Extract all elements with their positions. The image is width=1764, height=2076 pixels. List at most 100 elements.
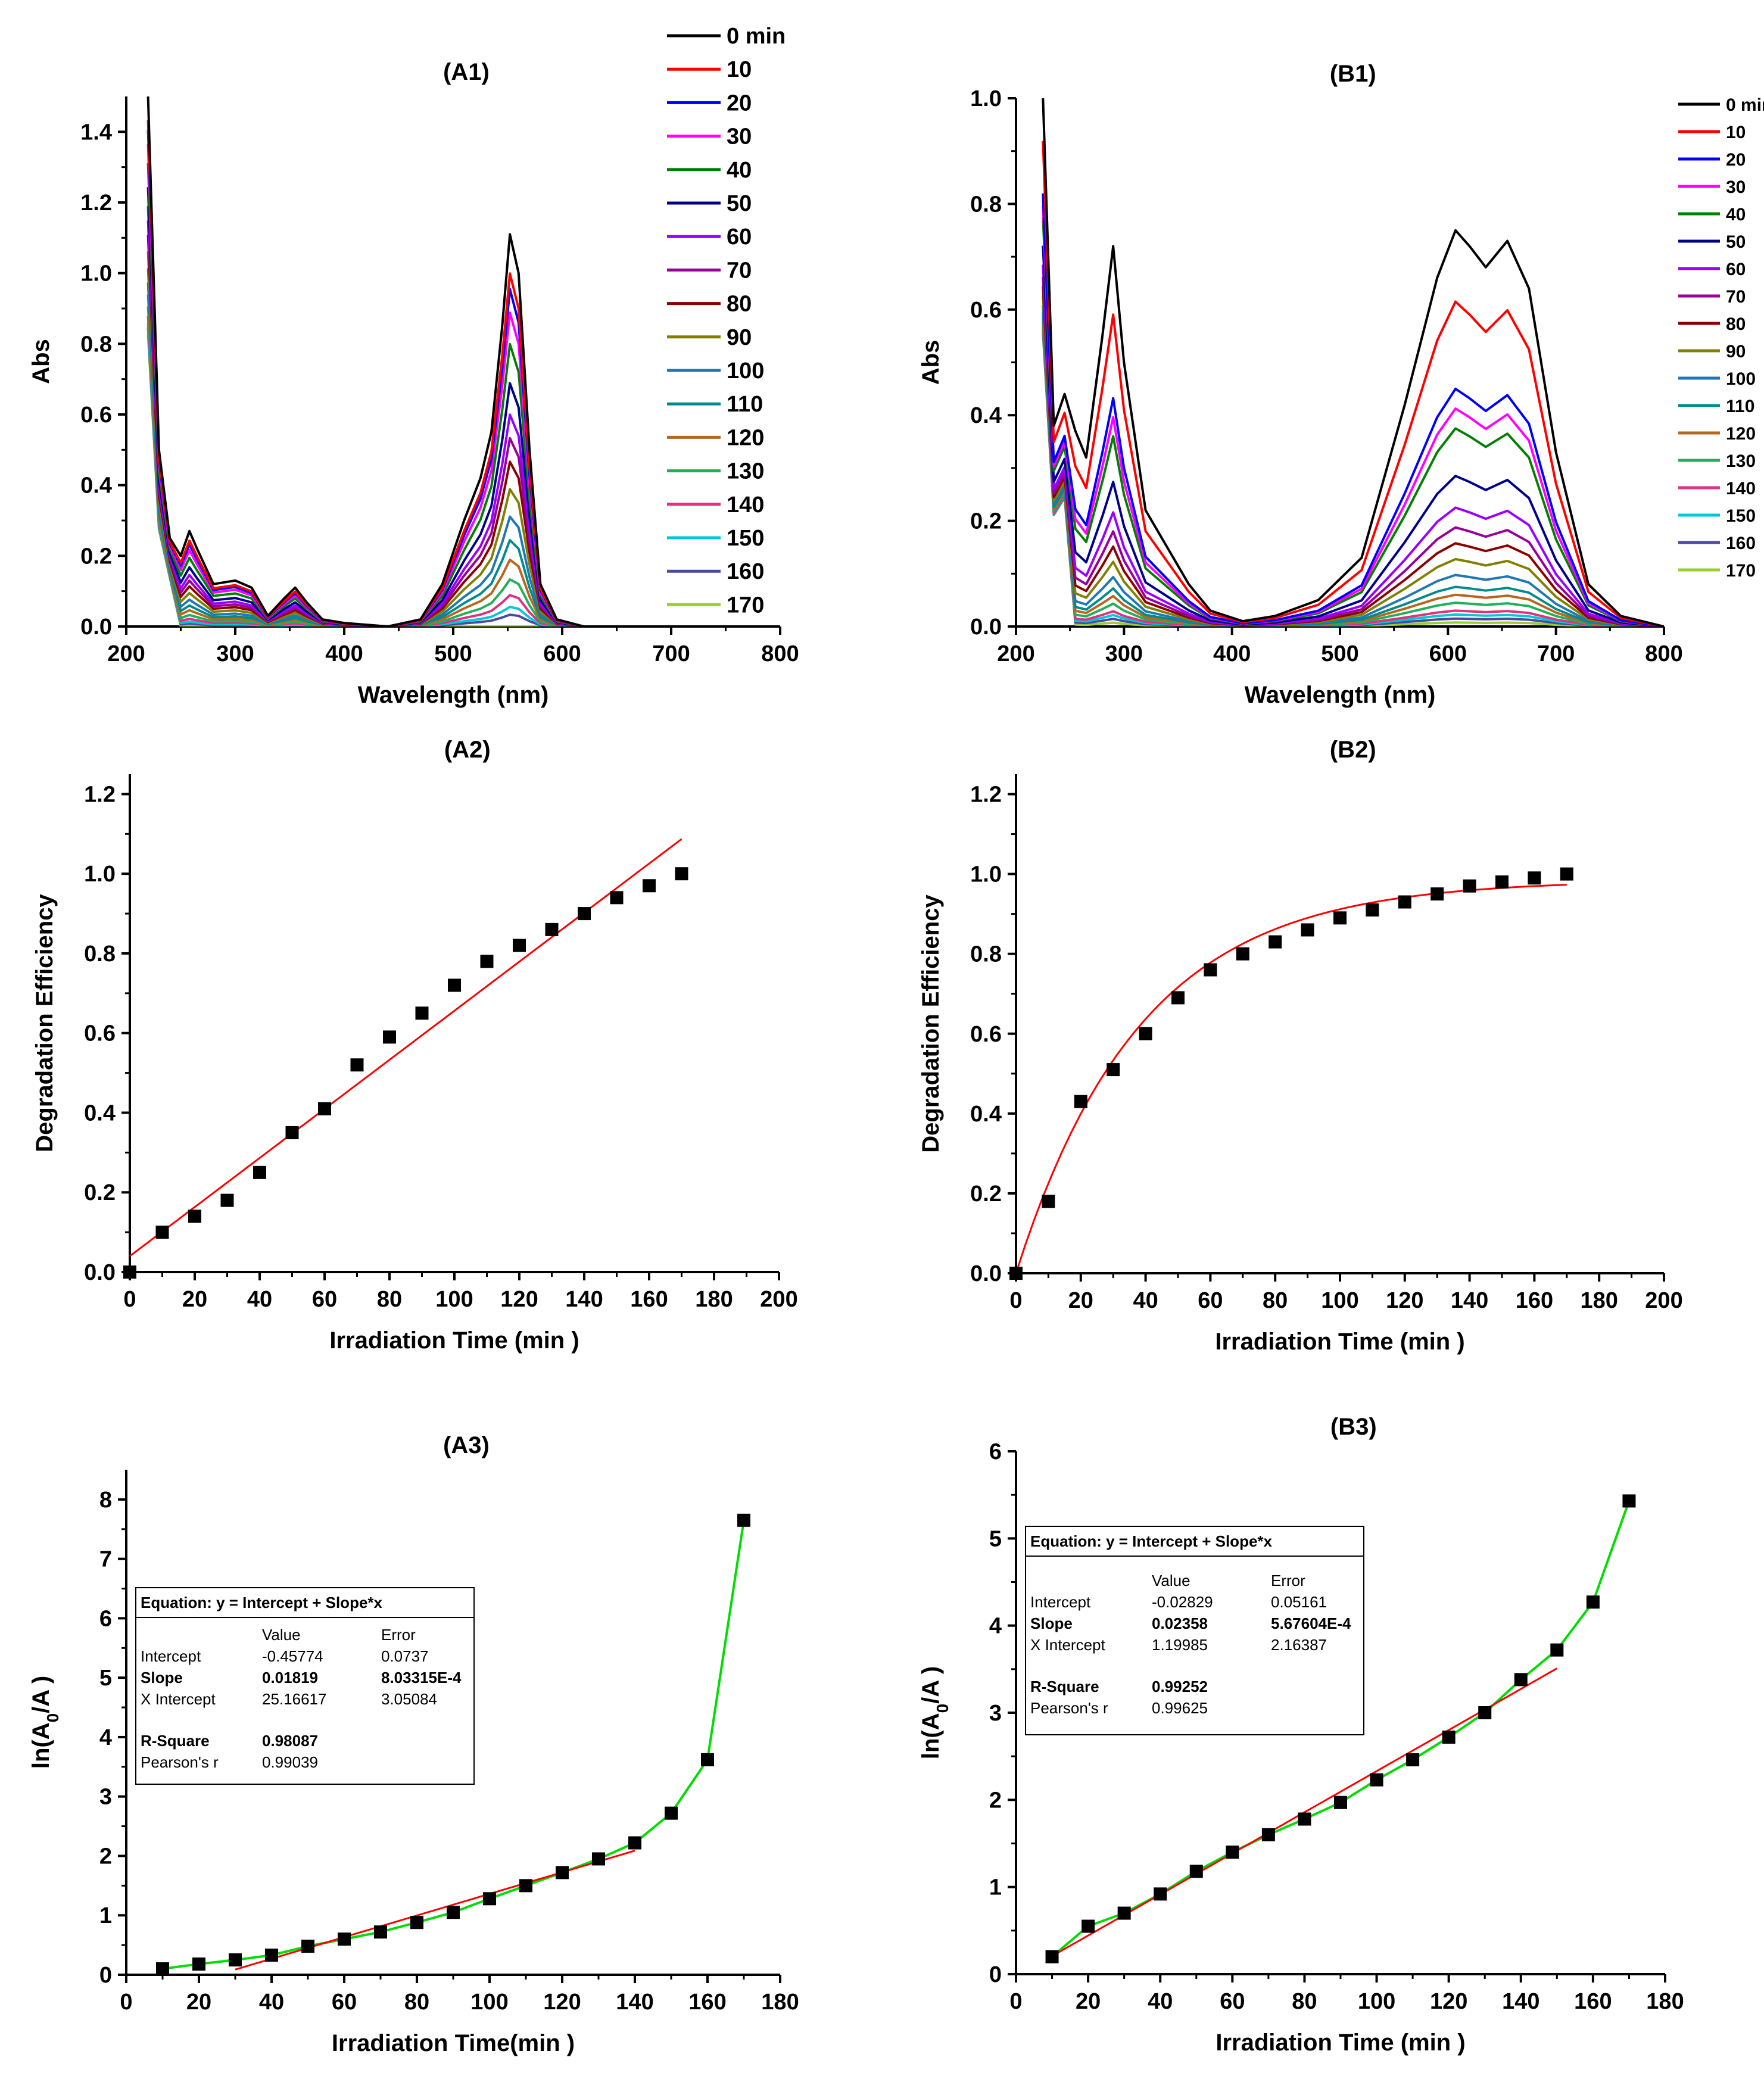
- legend-label: 10: [1726, 123, 1746, 142]
- data-point: [610, 891, 624, 905]
- y-tick-label: 1: [989, 1875, 1002, 1900]
- y-axis-label: ln(A0/A ): [28, 1676, 62, 1769]
- data-point: [1298, 1812, 1311, 1826]
- data-point: [483, 1892, 496, 1906]
- data-point: [1204, 963, 1217, 977]
- data-point: [1107, 1063, 1120, 1077]
- legend-label: 20: [727, 91, 752, 116]
- legend-label: 70: [727, 258, 752, 283]
- y-tick-label: 1.2: [80, 191, 112, 216]
- fit-col-error: Error: [1271, 1572, 1305, 1589]
- x-tick-label: 800: [761, 641, 799, 666]
- x-tick-label: 0: [120, 1990, 132, 2015]
- x-tick-label: 180: [1646, 1989, 1684, 2014]
- legend-label: 140: [1726, 479, 1756, 498]
- spectra-group: [147, 96, 780, 626]
- legend-label: 10: [727, 57, 752, 82]
- spectrum-line-50: [147, 187, 780, 626]
- x-tick-label: 140: [1451, 1288, 1488, 1313]
- legend-label: 60: [1726, 260, 1746, 279]
- x-tick-label: 80: [377, 1287, 402, 1312]
- fit-col-value: Value: [262, 1626, 301, 1644]
- fit-row-value: 25.16617: [262, 1690, 326, 1708]
- x-tick-label: 600: [1429, 641, 1467, 666]
- legend-label: 110: [727, 392, 763, 417]
- x-tick-label: 160: [1516, 1288, 1553, 1313]
- x-tick-label: 40: [247, 1287, 272, 1312]
- chart-panel-A2: (A2) 0 20 40 60 80 100 120 140 160 180 200 0.0 0.2 0.4…: [32, 737, 798, 1354]
- panel-title-B2: (B2): [1330, 737, 1376, 763]
- data-point: [318, 1102, 331, 1115]
- y-tick-label: 0.6: [970, 1022, 1002, 1047]
- x-tick-label: 20: [1076, 1989, 1101, 2014]
- legend-label: 170: [1726, 561, 1756, 581]
- x-tick-label: 20: [1068, 1288, 1093, 1313]
- data-point: [1560, 867, 1573, 881]
- x-tick-label: 200: [107, 641, 145, 666]
- legend-label: 30: [1726, 177, 1746, 197]
- fit-row-value: -0.02829: [1152, 1593, 1213, 1611]
- data-point: [1261, 1828, 1275, 1841]
- fit-line: [129, 838, 682, 1257]
- y-tick-label: 0.2: [80, 544, 112, 569]
- chart-panel-A3: (A3) 0 20 40 60 80 100 120 140 160 180 0 1 2 3 4 5 6 7 8 Irr…: [28, 1432, 799, 2056]
- fit-line: [235, 1850, 635, 1971]
- spectrum-line-40: [147, 163, 780, 626]
- y-tick-label: 3: [989, 1701, 1002, 1726]
- data-point: [301, 1940, 314, 1953]
- fit-row-error: 0.0737: [381, 1647, 429, 1665]
- x-axis-label: Wavelength (nm): [358, 682, 549, 708]
- legend-label: 120: [1726, 424, 1756, 444]
- data-point: [1366, 903, 1379, 917]
- fit-row-value: 0.01819: [262, 1669, 318, 1687]
- r-square-label: R-Square: [1030, 1678, 1099, 1695]
- legend-label: 20: [1726, 150, 1746, 170]
- data-point: [1495, 875, 1509, 889]
- data-point: [338, 1932, 351, 1946]
- x-tick-label: 700: [1537, 641, 1575, 666]
- fit-row-value: 0.02358: [1152, 1614, 1208, 1632]
- data-point: [1622, 1494, 1636, 1508]
- data-point: [1269, 935, 1282, 949]
- data-point: [643, 879, 656, 893]
- x-tick-label: 140: [1502, 1989, 1539, 2014]
- pearson-label: Pearson's r: [1030, 1699, 1108, 1717]
- data-point: [1226, 1846, 1239, 1859]
- data-point: [448, 978, 461, 992]
- data-point: [229, 1953, 242, 1967]
- r-square-value: 0.98087: [262, 1732, 318, 1750]
- y-tick-label: 0.6: [84, 1021, 116, 1046]
- data-point: [383, 1030, 396, 1044]
- y-tick-label: 0.8: [80, 332, 112, 357]
- y-tick-label: 8: [99, 1488, 112, 1513]
- r-square-value: 0.99252: [1152, 1678, 1208, 1695]
- legend-label: 170: [727, 593, 764, 618]
- fit-equation: Equation: y = Intercept + Slope*x: [141, 1594, 383, 1611]
- legend-label: 0 min: [1726, 95, 1764, 115]
- x-tick-label: 200: [997, 641, 1034, 666]
- x-tick-label: 60: [1198, 1288, 1223, 1313]
- fit-col-error: Error: [381, 1626, 416, 1644]
- legend-label: 90: [1726, 342, 1746, 361]
- x-tick-label: 400: [1213, 641, 1251, 666]
- data-point: [1301, 923, 1314, 937]
- y-tick-label: 0.8: [84, 942, 116, 967]
- legend-label: 80: [727, 292, 752, 317]
- y-axis-label: ln(A0/A ): [918, 1666, 952, 1759]
- x-tick-label: 0: [1009, 1989, 1022, 2014]
- x-tick-label: 200: [760, 1287, 797, 1312]
- data-point: [155, 1226, 169, 1239]
- legend-label: 150: [1726, 506, 1756, 526]
- legend-label: 130: [727, 459, 764, 484]
- legend-label: 30: [727, 124, 752, 149]
- x-tick-label: 20: [186, 1990, 211, 2015]
- y-tick-label: 3: [99, 1785, 112, 1810]
- legend-label: 80: [1726, 314, 1746, 334]
- y-tick-label: 5: [989, 1526, 1002, 1551]
- spectrum-line-0-min: [1042, 98, 1664, 626]
- x-tick-label: 500: [434, 641, 472, 666]
- legend-label: 120: [727, 425, 764, 450]
- fit-row-name: X Intercept: [141, 1690, 216, 1708]
- data-point: [1117, 1906, 1131, 1920]
- spectrum-line-20: [1042, 193, 1664, 626]
